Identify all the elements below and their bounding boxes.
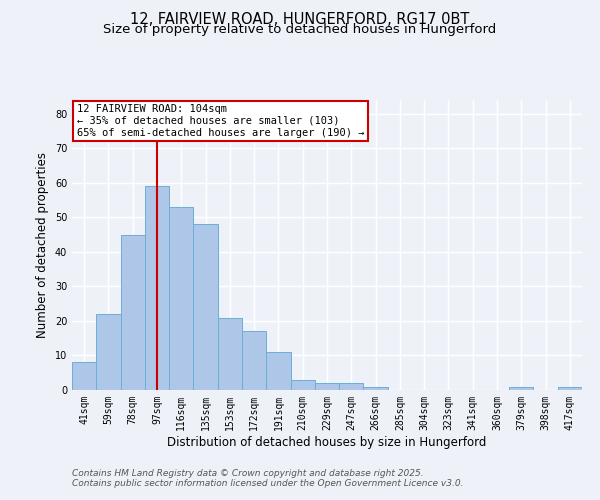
Bar: [315, 383, 339, 390]
Y-axis label: Number of detached properties: Number of detached properties: [36, 152, 49, 338]
Bar: [72, 362, 96, 390]
Bar: [266, 352, 290, 390]
Text: Contains HM Land Registry data © Crown copyright and database right 2025.: Contains HM Land Registry data © Crown c…: [72, 468, 424, 477]
Bar: [145, 186, 169, 390]
Bar: [218, 318, 242, 390]
Bar: [558, 386, 582, 390]
X-axis label: Distribution of detached houses by size in Hungerford: Distribution of detached houses by size …: [167, 436, 487, 448]
Bar: [242, 332, 266, 390]
Bar: [290, 380, 315, 390]
Text: 12 FAIRVIEW ROAD: 104sqm
← 35% of detached houses are smaller (103)
65% of semi-: 12 FAIRVIEW ROAD: 104sqm ← 35% of detach…: [77, 104, 365, 138]
Bar: [509, 386, 533, 390]
Bar: [121, 234, 145, 390]
Bar: [339, 383, 364, 390]
Bar: [193, 224, 218, 390]
Bar: [364, 386, 388, 390]
Bar: [169, 207, 193, 390]
Text: Contains public sector information licensed under the Open Government Licence v3: Contains public sector information licen…: [72, 478, 464, 488]
Bar: [96, 314, 121, 390]
Text: 12, FAIRVIEW ROAD, HUNGERFORD, RG17 0BT: 12, FAIRVIEW ROAD, HUNGERFORD, RG17 0BT: [130, 12, 470, 28]
Text: Size of property relative to detached houses in Hungerford: Size of property relative to detached ho…: [103, 22, 497, 36]
